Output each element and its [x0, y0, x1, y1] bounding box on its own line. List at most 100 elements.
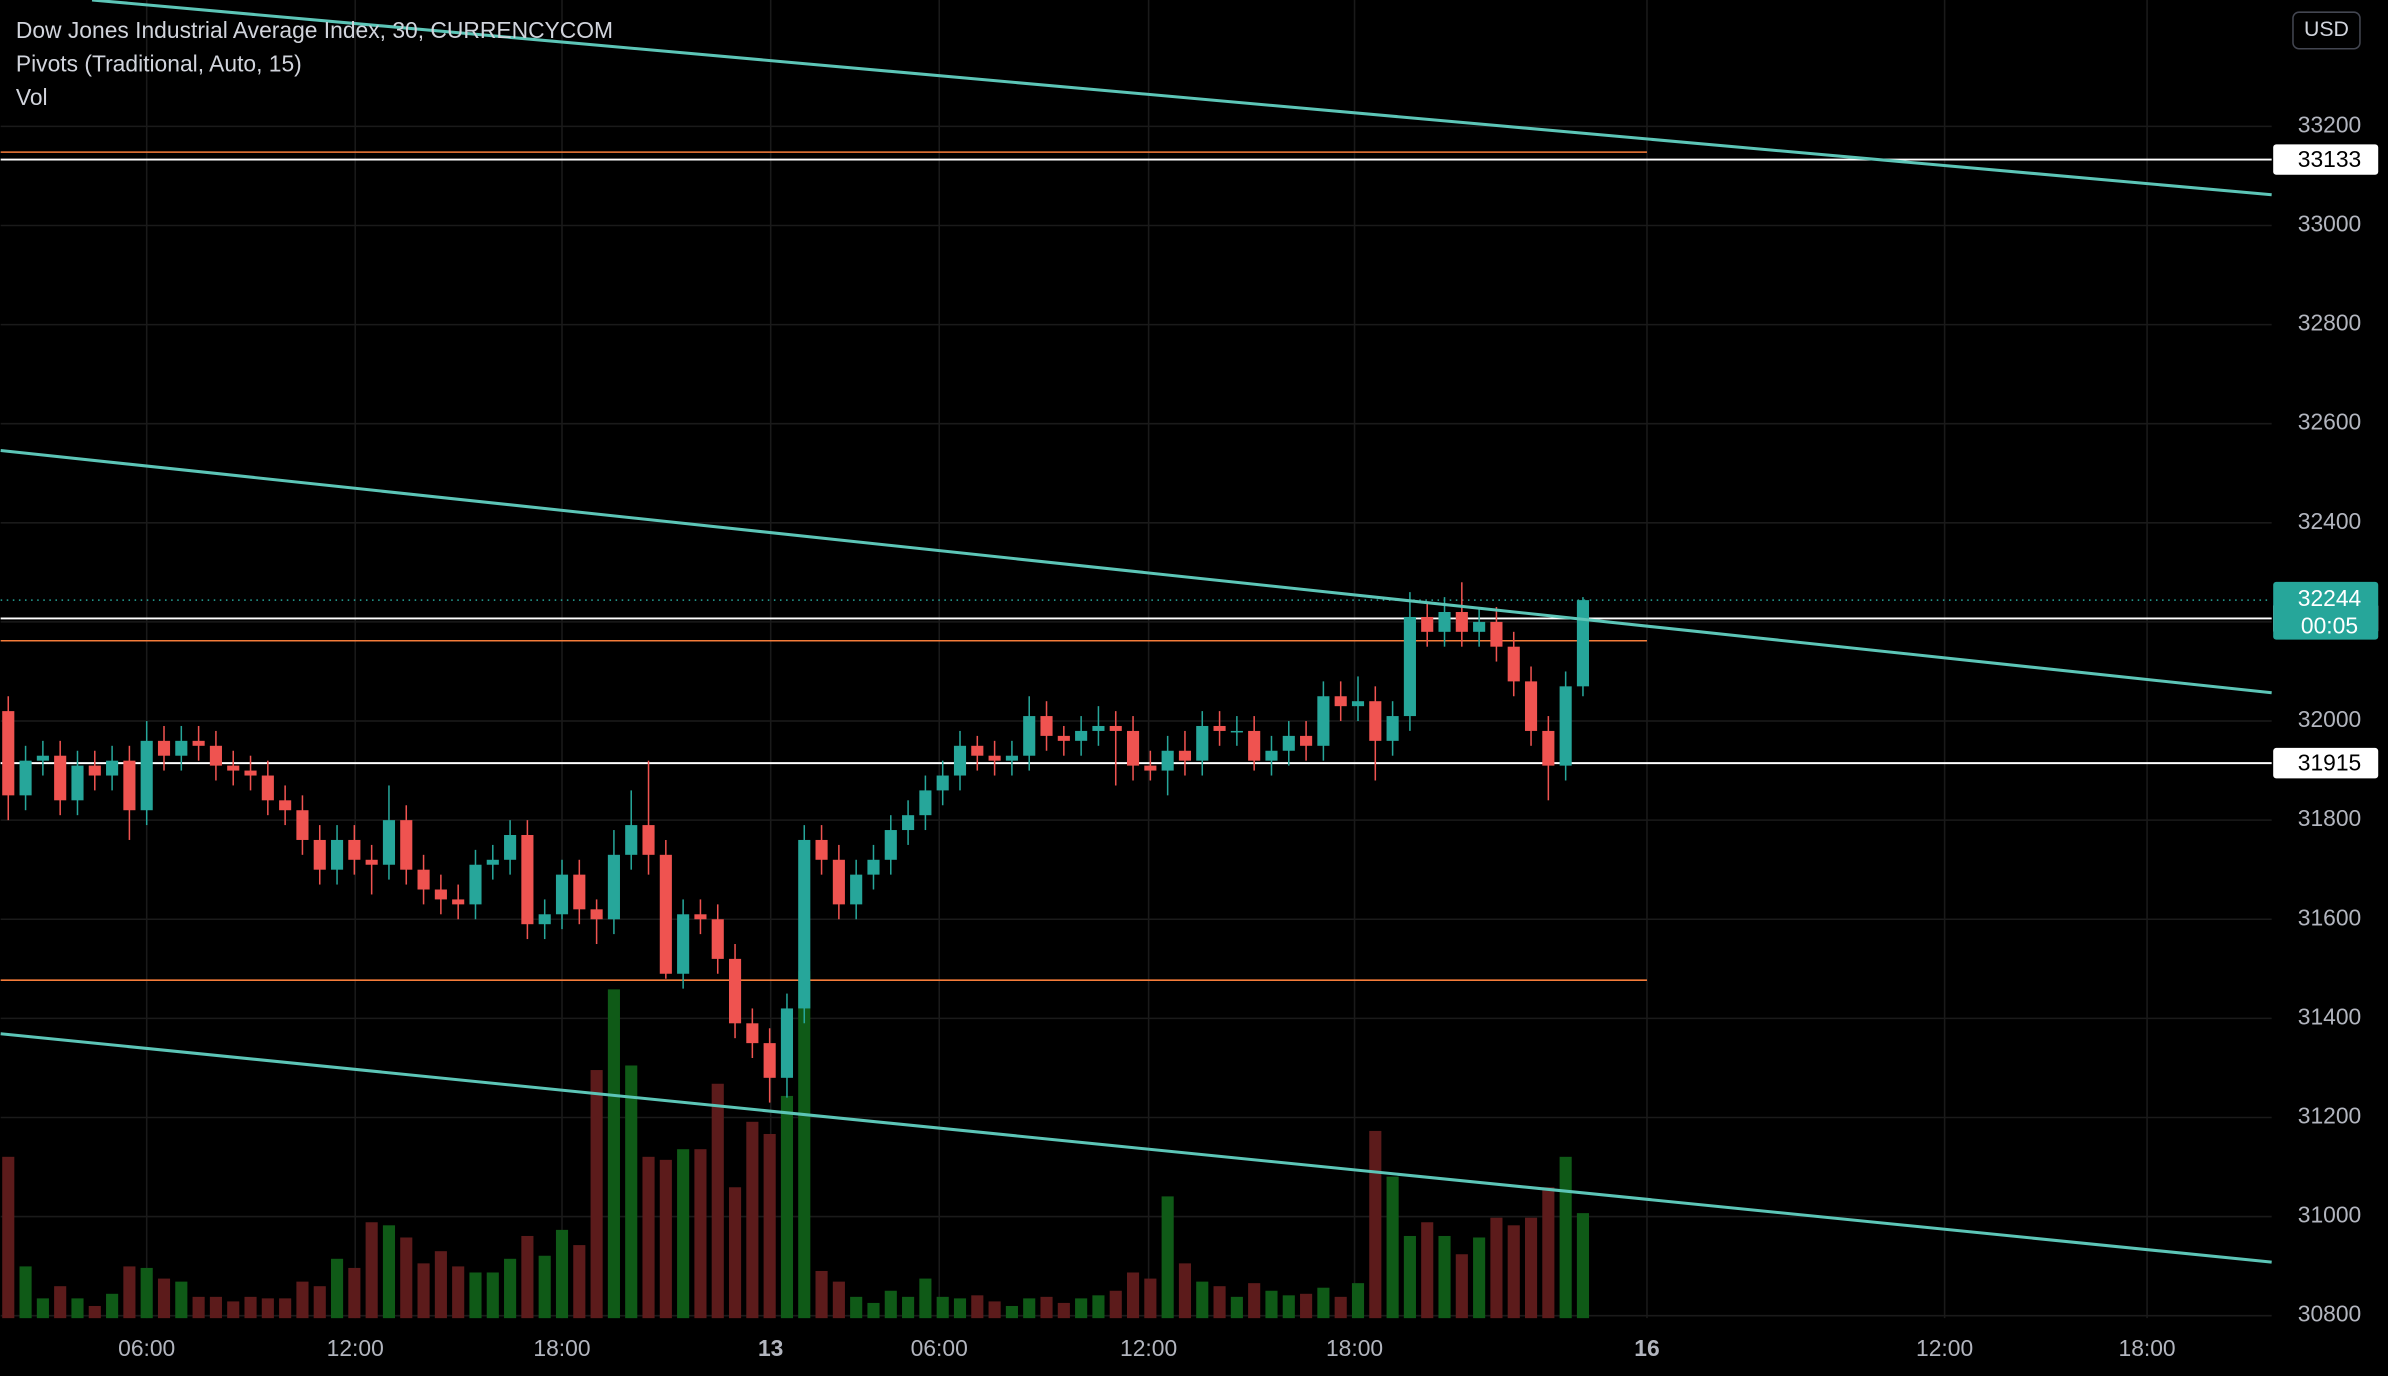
- candle-body: [434, 889, 447, 900]
- volume-bar: [659, 1159, 672, 1319]
- candle-body: [1438, 612, 1451, 632]
- volume-bar: [1386, 1176, 1399, 1319]
- countdown-label: 00:05: [2301, 613, 2358, 639]
- volume-bar: [175, 1281, 188, 1319]
- grid: 3080031000312003140031600318003200032200…: [0, 0, 2361, 1361]
- volume-bar: [1473, 1237, 1486, 1319]
- candle-body: [1542, 730, 1555, 766]
- candle-body: [1455, 612, 1468, 632]
- volume-bar: [1144, 1278, 1157, 1319]
- volume-bar: [1334, 1296, 1347, 1319]
- candle-body: [1317, 696, 1330, 746]
- volume-bar: [988, 1301, 1001, 1319]
- x-tick-label: 18:00: [533, 1335, 590, 1361]
- volume-bar: [1438, 1235, 1451, 1319]
- volume-bar: [642, 1156, 655, 1319]
- volume-bar: [1524, 1217, 1538, 1319]
- candle-body: [123, 760, 136, 811]
- volume-bar: [452, 1266, 465, 1319]
- candle-body: [659, 854, 672, 974]
- candle-body: [244, 770, 257, 776]
- candle-body: [469, 864, 482, 905]
- volume-bar: [953, 1298, 967, 1319]
- volume-bar: [590, 1070, 603, 1319]
- volume-bar: [1403, 1235, 1416, 1319]
- indicator-label: Pivots (Traditional, Auto, 15): [16, 50, 302, 76]
- volume-bar: [555, 1229, 569, 1319]
- volume-bar: [192, 1296, 205, 1319]
- candle-body: [902, 815, 915, 831]
- candle-body: [504, 834, 517, 860]
- volume-bar: [971, 1295, 984, 1319]
- plot: [0, 0, 2272, 1319]
- candle-body: [382, 820, 396, 865]
- volume-bar: [867, 1302, 880, 1319]
- candle-body: [1351, 701, 1365, 707]
- candle-body: [88, 765, 101, 776]
- volume-bar: [1161, 1196, 1174, 1319]
- y-tick-label: 31200: [2298, 1102, 2361, 1128]
- candle-body: [1507, 646, 1520, 682]
- volume-bar: [1507, 1225, 1520, 1319]
- volume-bar: [140, 1267, 153, 1319]
- candle-body: [746, 1023, 759, 1044]
- candle-body: [296, 810, 309, 840]
- volume-bar: [1248, 1283, 1261, 1319]
- candle-body: [54, 755, 67, 801]
- volume-bar: [434, 1251, 447, 1319]
- candle-body: [850, 874, 863, 905]
- x-tick-label: 06:00: [118, 1335, 175, 1361]
- candle-body: [1369, 701, 1382, 741]
- volume-bar: [746, 1121, 759, 1319]
- volume-bar: [244, 1296, 257, 1319]
- candle-body: [832, 859, 845, 905]
- candle-body: [971, 745, 984, 756]
- volume-bar: [1178, 1263, 1192, 1319]
- volume-bar: [504, 1258, 517, 1319]
- volume-bar: [1455, 1254, 1468, 1319]
- candle-body: [711, 919, 724, 959]
- candle-body: [192, 740, 205, 746]
- y-tick-label: 31400: [2298, 1003, 2361, 1029]
- candle-body: [694, 914, 707, 920]
- candle-body: [538, 914, 551, 925]
- currency-box[interactable]: [2292, 11, 2361, 50]
- candle-body: [1473, 621, 1486, 632]
- volume-bar: [677, 1149, 690, 1319]
- trendline: [0, 448, 2272, 695]
- volume-bar: [1317, 1287, 1330, 1319]
- x-tick-label: 06:00: [911, 1335, 968, 1361]
- candle-body: [1178, 750, 1192, 761]
- volume-bar: [832, 1281, 845, 1319]
- candle-body: [452, 899, 465, 905]
- volume-bar: [330, 1258, 344, 1319]
- candle-body: [209, 745, 222, 766]
- y-tick-label: 31800: [2298, 805, 2361, 831]
- volume-bar: [261, 1298, 274, 1319]
- volume-bar: [1421, 1222, 1434, 1319]
- volume-bar: [157, 1278, 171, 1319]
- x-tick-label: 18:00: [2119, 1335, 2176, 1361]
- candle-body: [1421, 616, 1434, 632]
- y-tick-label: 32000: [2298, 706, 2361, 732]
- price-tag: [2273, 747, 2379, 779]
- y-tick-label: 31600: [2298, 904, 2361, 930]
- price-tag: [2273, 144, 2379, 175]
- candle-body: [1576, 600, 1590, 687]
- trendline: [0, 1032, 2272, 1264]
- candle-body: [936, 775, 949, 791]
- volume-bar: [123, 1266, 136, 1319]
- price-tag-label: 31915: [2298, 750, 2361, 776]
- volume-bar: [88, 1305, 101, 1319]
- volume-bar: [763, 1133, 776, 1319]
- volume-bar: [106, 1293, 119, 1319]
- currency-label[interactable]: USD: [2304, 17, 2349, 41]
- y-tick-label: 33200: [2298, 111, 2361, 137]
- candle-body: [1300, 735, 1313, 746]
- volume-bar: [1196, 1281, 1209, 1319]
- candle-body: [763, 1043, 776, 1078]
- volume-bar: [296, 1281, 309, 1319]
- y-tick-label: 31000: [2298, 1202, 2361, 1228]
- candle-body: [1213, 725, 1226, 731]
